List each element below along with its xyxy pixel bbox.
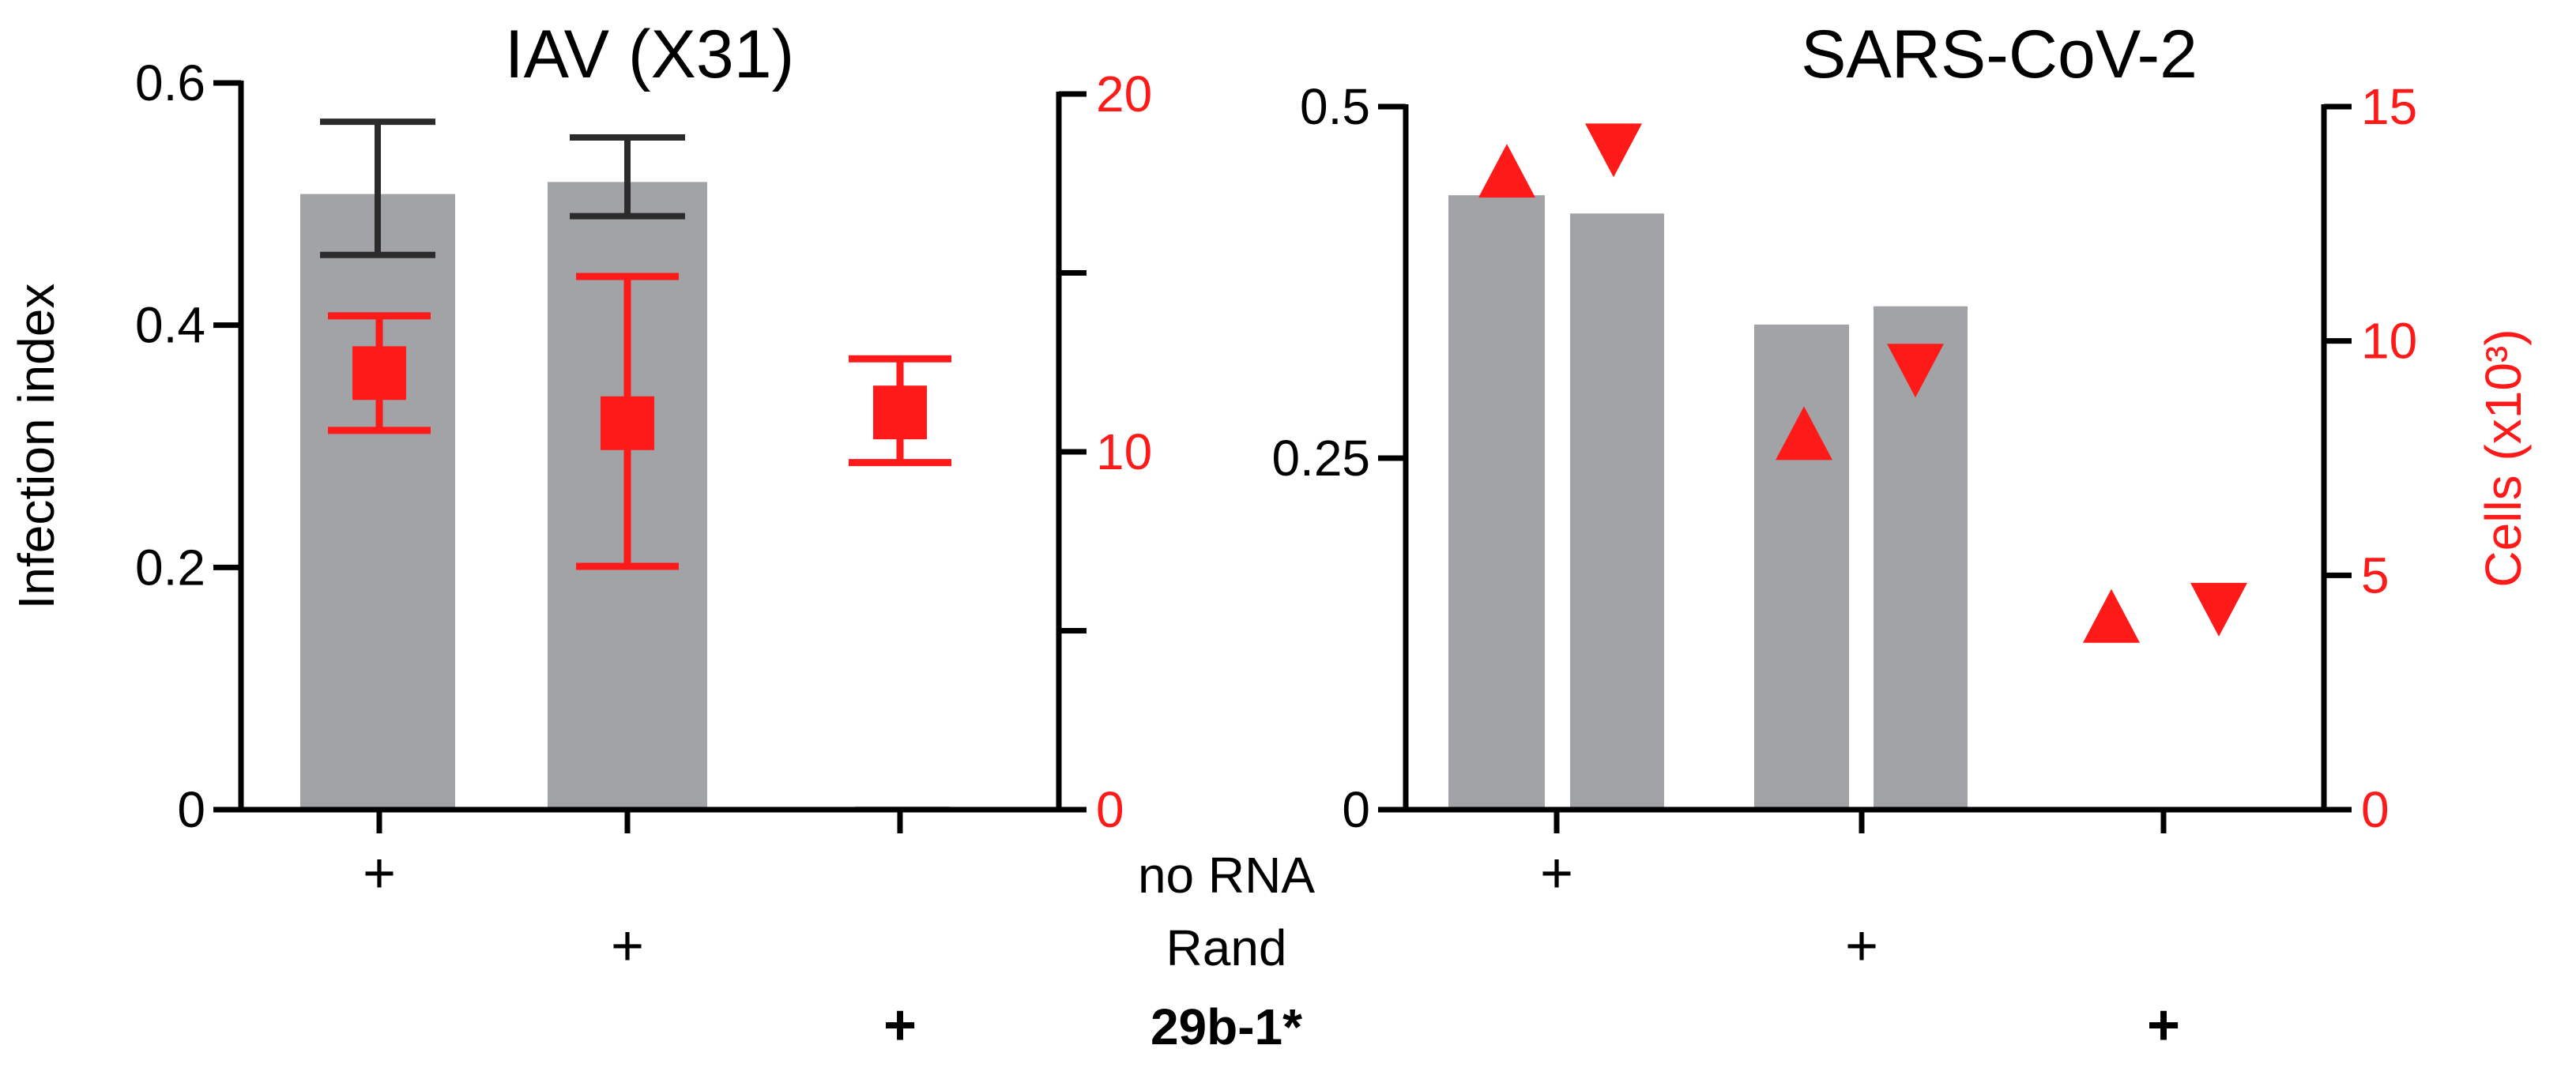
bar-1 xyxy=(1448,195,1545,810)
y2-tick-label: 20 xyxy=(1096,66,1152,122)
condition-row-labels: no RNA Rand 29b-1* xyxy=(1138,847,1315,1055)
cells-triangle-up-marker-3 xyxy=(1776,406,1832,461)
y-tick-label: 0.2 xyxy=(135,539,205,596)
y2-tick-label: 15 xyxy=(2361,78,2417,135)
cells-triangle-up-marker-5 xyxy=(2083,588,2140,643)
bar-1 xyxy=(300,197,455,810)
cells-triangle-up-marker-1 xyxy=(1478,144,1535,198)
panel-sars: 0 0.25 0.5 0 5 10 15 SARS-CoV-2 Cells (x10³) + + + xyxy=(1271,17,2532,1057)
cells-square-marker-2 xyxy=(601,396,654,450)
panel-iav: 0 0.2 0.4 0.6 0 10 20 IAV (X31) Infection index +… xyxy=(8,17,1152,1057)
plus-marker: + xyxy=(1845,915,1878,978)
plus-marker: + xyxy=(363,842,396,905)
y2-axis-label: Cells (x10³) xyxy=(2475,329,2532,587)
plus-marker: + xyxy=(1540,842,1573,905)
chart-title: IAV (X31) xyxy=(505,17,794,92)
plus-marker: + xyxy=(883,994,917,1057)
y2-tick-label: 0 xyxy=(2361,781,2390,838)
cells-square-marker-3 xyxy=(873,385,927,440)
y2-tick-label: 5 xyxy=(2361,547,2390,603)
bar-4 xyxy=(1874,306,1968,810)
y-tick-label: 0.25 xyxy=(1271,430,1370,487)
y2-tick-label: 10 xyxy=(2361,313,2417,370)
y-tick-label: 0 xyxy=(177,781,205,838)
y2-tick-label: 10 xyxy=(1096,423,1152,480)
plus-marker: + xyxy=(2147,994,2180,1057)
cells-square-marker-1 xyxy=(352,346,406,400)
y-tick-label: 0.5 xyxy=(1300,78,1370,135)
cells-triangle-down-marker-2 xyxy=(1585,123,1642,178)
row-label: Rand xyxy=(1166,919,1287,976)
y-axis-label: Infection index xyxy=(8,284,65,610)
bar-3 xyxy=(1754,324,1849,810)
cells-triangle-down-marker-6 xyxy=(2190,582,2247,637)
y2-tick-label: 0 xyxy=(1096,781,1124,838)
y-tick-label: 0 xyxy=(1342,781,1370,838)
cells-triangle-down-marker-4 xyxy=(1887,344,1944,398)
plus-marker: + xyxy=(611,915,644,978)
bar-2 xyxy=(1570,213,1664,810)
y-tick-label: 0.6 xyxy=(135,55,205,111)
row-label: no RNA xyxy=(1138,847,1315,904)
chart-title: SARS-CoV-2 xyxy=(1801,17,2198,92)
y-tick-label: 0.4 xyxy=(135,297,205,354)
row-label: 29b-1* xyxy=(1151,998,1302,1055)
